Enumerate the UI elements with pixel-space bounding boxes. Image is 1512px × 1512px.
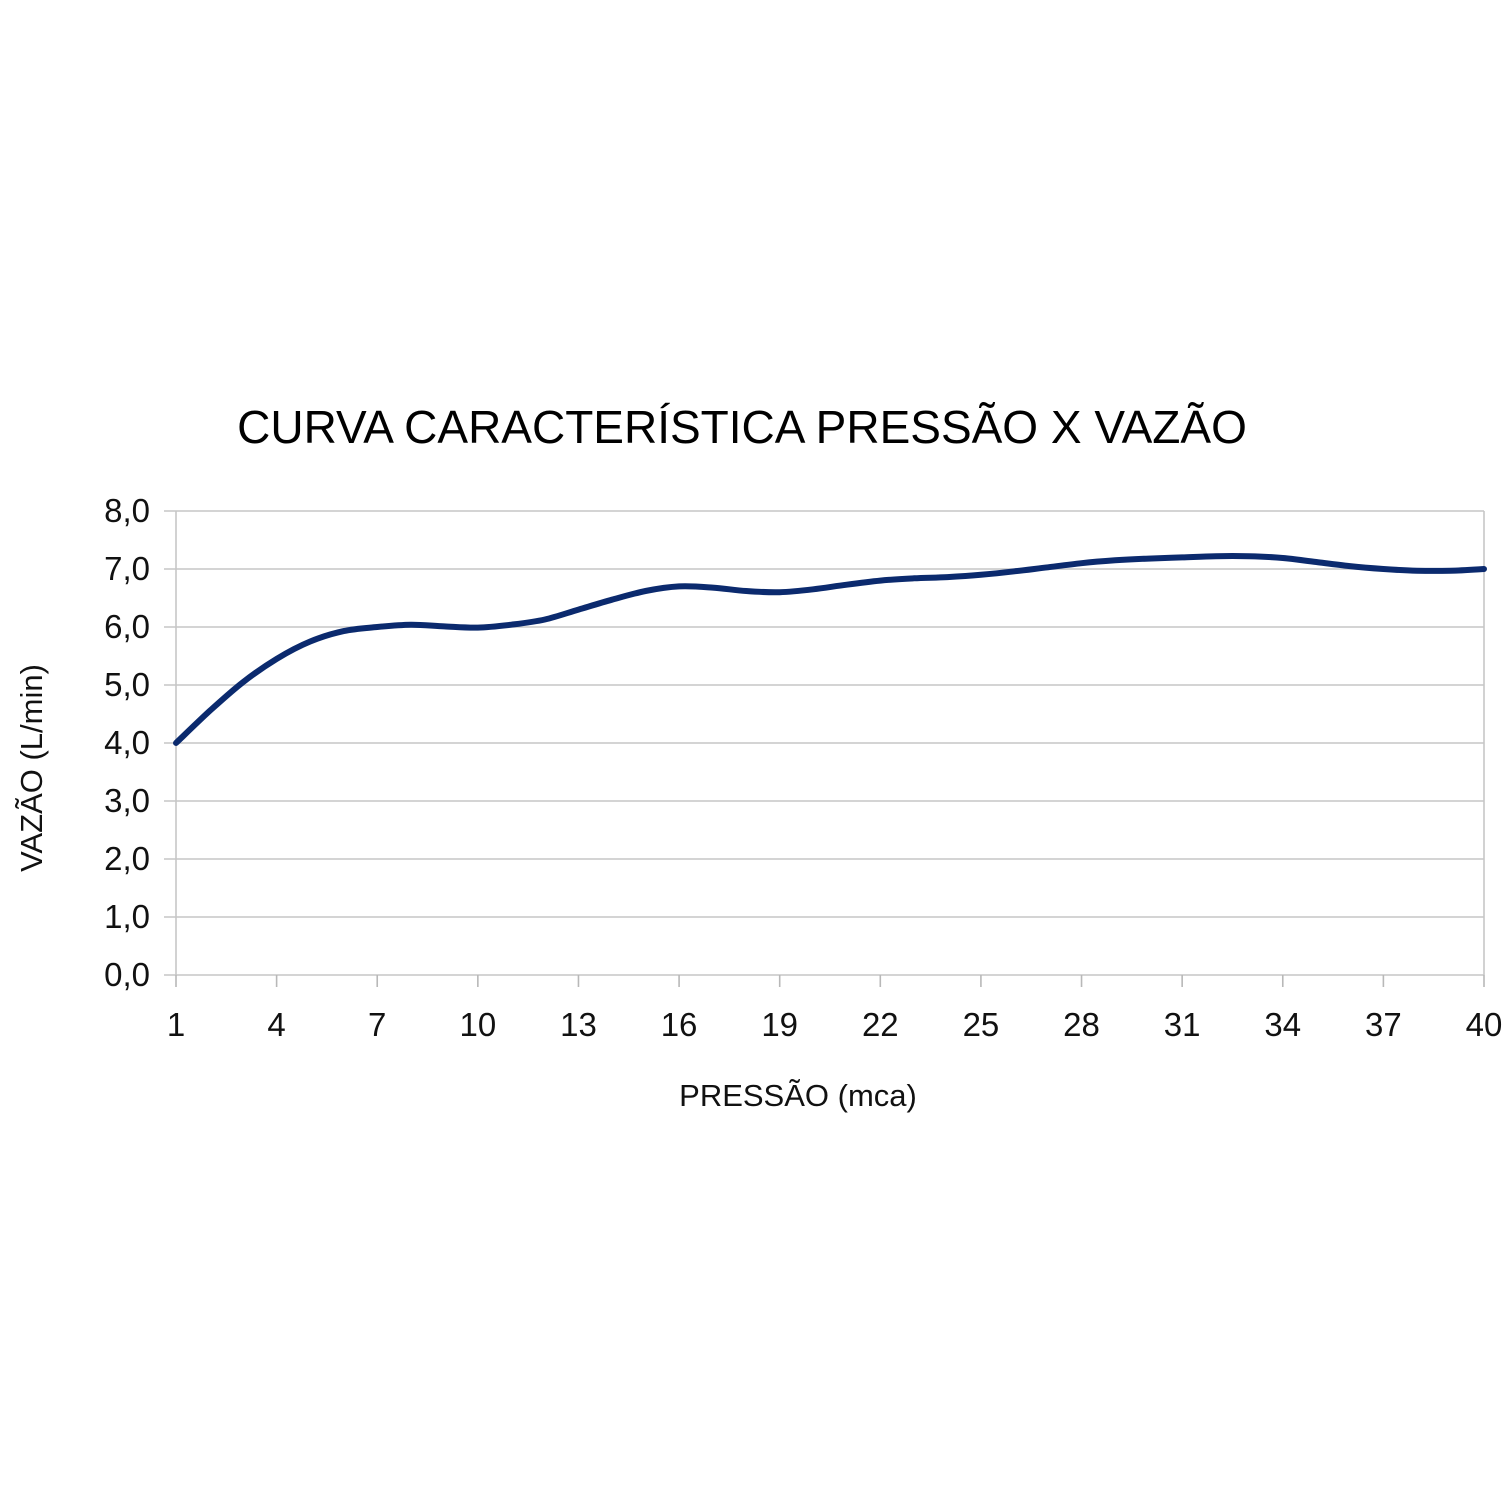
data-point bbox=[1482, 567, 1487, 572]
data-point bbox=[811, 587, 816, 592]
data-point bbox=[1347, 564, 1352, 569]
y-tick-label: 7,0 bbox=[104, 550, 150, 587]
data-point bbox=[878, 578, 883, 583]
data-point bbox=[777, 590, 782, 595]
y-tick-label: 5,0 bbox=[104, 666, 150, 703]
data-point bbox=[1280, 556, 1285, 561]
data-point bbox=[1180, 555, 1185, 560]
data-point bbox=[576, 607, 581, 612]
y-tick-label: 6,0 bbox=[104, 608, 150, 645]
data-point bbox=[509, 622, 514, 627]
x-axis-title: PRESSÃO (mca) bbox=[679, 1078, 917, 1113]
data-point bbox=[911, 576, 916, 581]
data-point bbox=[408, 622, 413, 627]
y-tick-label: 2,0 bbox=[104, 840, 150, 877]
y-tick-label: 1,0 bbox=[104, 898, 150, 935]
gridlines bbox=[164, 510, 1485, 976]
data-point bbox=[677, 584, 682, 589]
x-tick-label: 13 bbox=[560, 1006, 597, 1043]
y-tick-label: 3,0 bbox=[104, 782, 150, 819]
data-point bbox=[341, 629, 346, 634]
data-point bbox=[1247, 554, 1252, 559]
x-tick-label: 4 bbox=[267, 1006, 285, 1043]
series-layer bbox=[173, 553, 1487, 746]
data-point bbox=[1314, 560, 1319, 565]
data-point bbox=[308, 639, 313, 644]
x-tick-label: 40 bbox=[1466, 1006, 1503, 1043]
data-point bbox=[978, 572, 983, 577]
data-point bbox=[241, 680, 246, 685]
data-point bbox=[475, 625, 480, 630]
data-point bbox=[610, 597, 615, 602]
data-point bbox=[442, 624, 447, 629]
data-point bbox=[542, 617, 547, 622]
y-tick-label: 4,0 bbox=[104, 724, 150, 761]
data-point bbox=[375, 625, 380, 630]
data-point bbox=[643, 589, 648, 594]
x-tick-label: 25 bbox=[963, 1006, 1000, 1043]
data-point bbox=[710, 585, 715, 590]
data-point bbox=[1448, 568, 1453, 573]
x-tick-label: 10 bbox=[459, 1006, 496, 1043]
data-point bbox=[174, 741, 179, 746]
y-tick-label: 8,0 bbox=[104, 492, 150, 529]
data-point bbox=[274, 656, 279, 661]
data-point bbox=[1012, 569, 1017, 574]
x-tick-label: 31 bbox=[1164, 1006, 1201, 1043]
x-tick-label: 1 bbox=[167, 1006, 185, 1043]
x-tick-label: 7 bbox=[368, 1006, 386, 1043]
data-point bbox=[844, 582, 849, 587]
data-point bbox=[1146, 556, 1151, 561]
y-axis-ticks: 0,0 1,0 2,0 3,0 4,0 5,0 6,0 7,0 8,0 bbox=[104, 492, 150, 993]
x-tick-label: 28 bbox=[1063, 1006, 1100, 1043]
x-tick-label: 22 bbox=[862, 1006, 899, 1043]
data-point bbox=[1113, 558, 1118, 563]
data-point bbox=[744, 589, 749, 594]
data-point bbox=[1079, 561, 1084, 566]
data-point bbox=[207, 709, 212, 714]
y-tick-label: 0,0 bbox=[104, 956, 150, 993]
data-point bbox=[945, 575, 950, 580]
data-point bbox=[1381, 567, 1386, 572]
data-point bbox=[1414, 568, 1419, 573]
chart-title: CURVA CARACTERÍSTICA PRESSÃO X VAZÃO bbox=[237, 401, 1247, 453]
data-point bbox=[1046, 565, 1051, 570]
y-axis-title: VAZÃO (L/min) bbox=[14, 664, 49, 872]
x-tick-label: 37 bbox=[1365, 1006, 1402, 1043]
data-point bbox=[1213, 554, 1218, 559]
series-line bbox=[173, 553, 1487, 746]
x-tick-label: 16 bbox=[661, 1006, 698, 1043]
x-axis-ticks: 1 4 7 10 13 16 19 22 25 28 31 34 37 40 bbox=[167, 975, 1503, 1043]
x-tick-label: 34 bbox=[1264, 1006, 1301, 1043]
x-tick-label: 19 bbox=[761, 1006, 798, 1043]
